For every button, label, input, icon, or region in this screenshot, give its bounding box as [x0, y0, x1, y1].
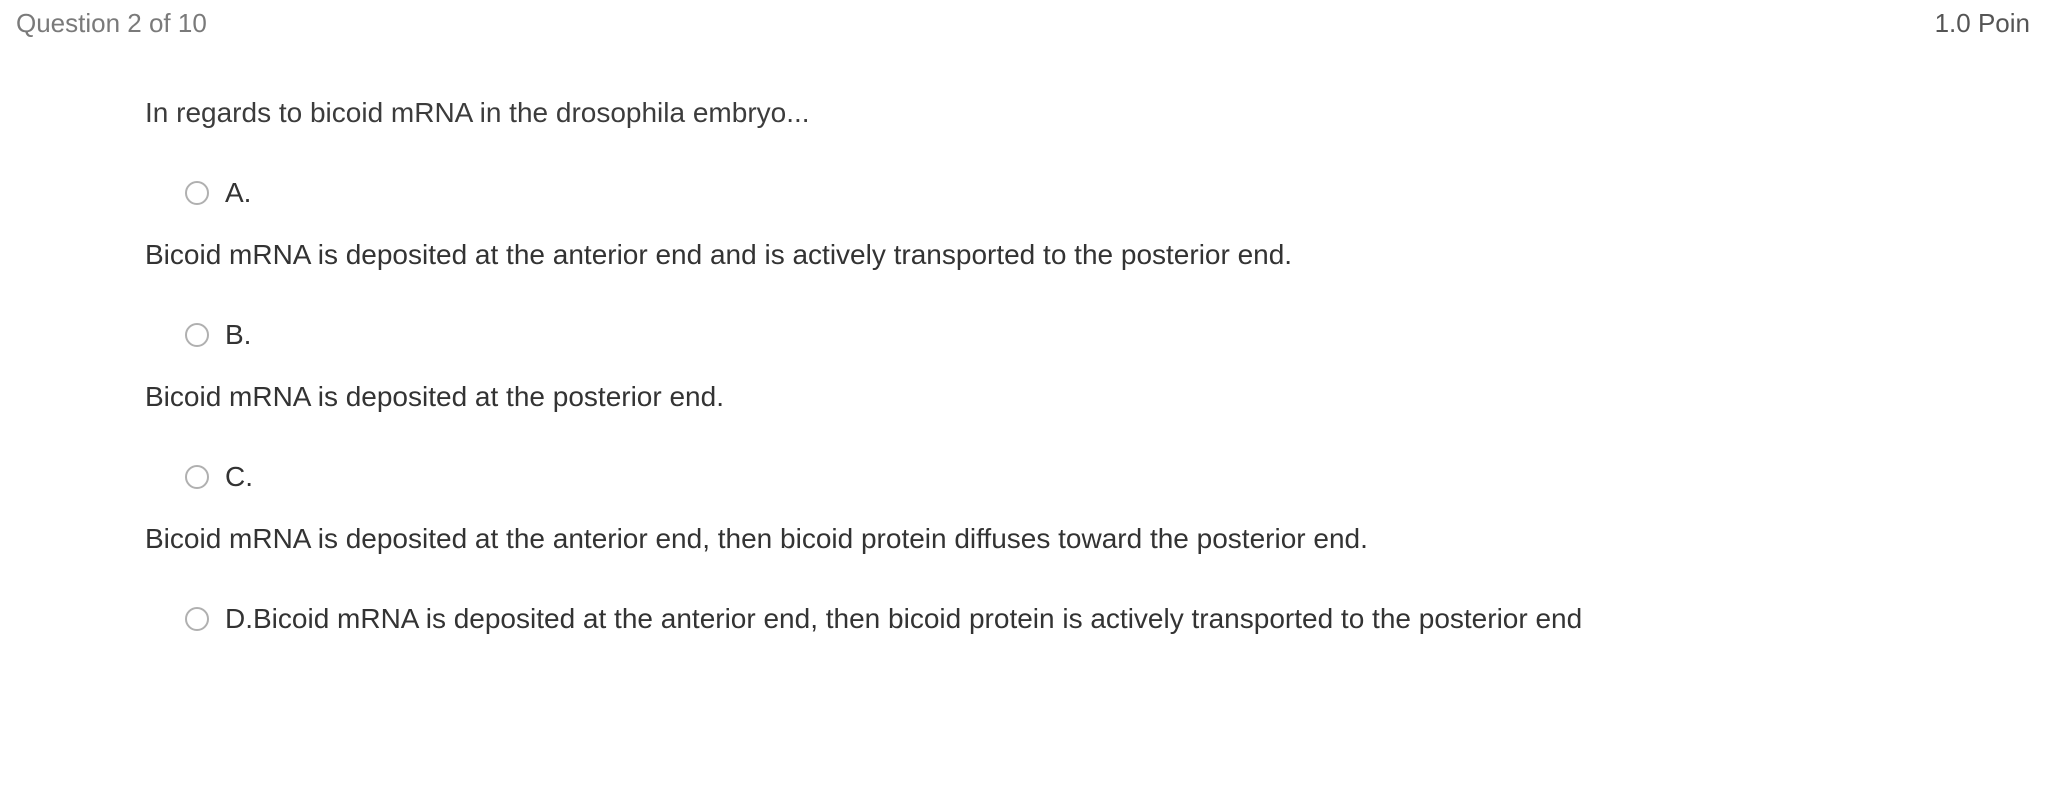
option-b-letter: B.: [225, 319, 251, 351]
option-a-letter: A.: [225, 177, 251, 209]
option-b: B. Bicoid mRNA is deposited at the poste…: [145, 319, 2046, 413]
option-a-text: Bicoid mRNA is deposited at the anterior…: [145, 239, 2046, 271]
option-d-text: Bicoid mRNA is deposited at the anterior…: [253, 603, 1582, 634]
option-d-inline: D.Bicoid mRNA is deposited at the anteri…: [225, 603, 1582, 635]
option-c-row[interactable]: C.: [145, 461, 2046, 493]
points-label: 1.0 Poin: [1935, 8, 2030, 39]
option-c-text: Bicoid mRNA is deposited at the anterior…: [145, 523, 2046, 555]
option-b-row[interactable]: B.: [145, 319, 2046, 351]
question-text: In regards to bicoid mRNA in the drosoph…: [145, 97, 2046, 129]
option-d-letter: D.: [225, 603, 253, 634]
option-d-row[interactable]: D.Bicoid mRNA is deposited at the anteri…: [145, 603, 2046, 635]
radio-a[interactable]: [185, 181, 209, 205]
quiz-header: Question 2 of 10 1.0 Poin: [0, 0, 2046, 39]
radio-b[interactable]: [185, 323, 209, 347]
option-c-letter: C.: [225, 461, 253, 493]
option-a: A. Bicoid mRNA is deposited at the anter…: [145, 177, 2046, 271]
question-counter: Question 2 of 10: [16, 8, 207, 39]
radio-d[interactable]: [185, 607, 209, 631]
option-a-row[interactable]: A.: [145, 177, 2046, 209]
radio-c[interactable]: [185, 465, 209, 489]
question-content: In regards to bicoid mRNA in the drosoph…: [0, 97, 2046, 635]
option-c: C. Bicoid mRNA is deposited at the anter…: [145, 461, 2046, 555]
option-b-text: Bicoid mRNA is deposited at the posterio…: [145, 381, 2046, 413]
